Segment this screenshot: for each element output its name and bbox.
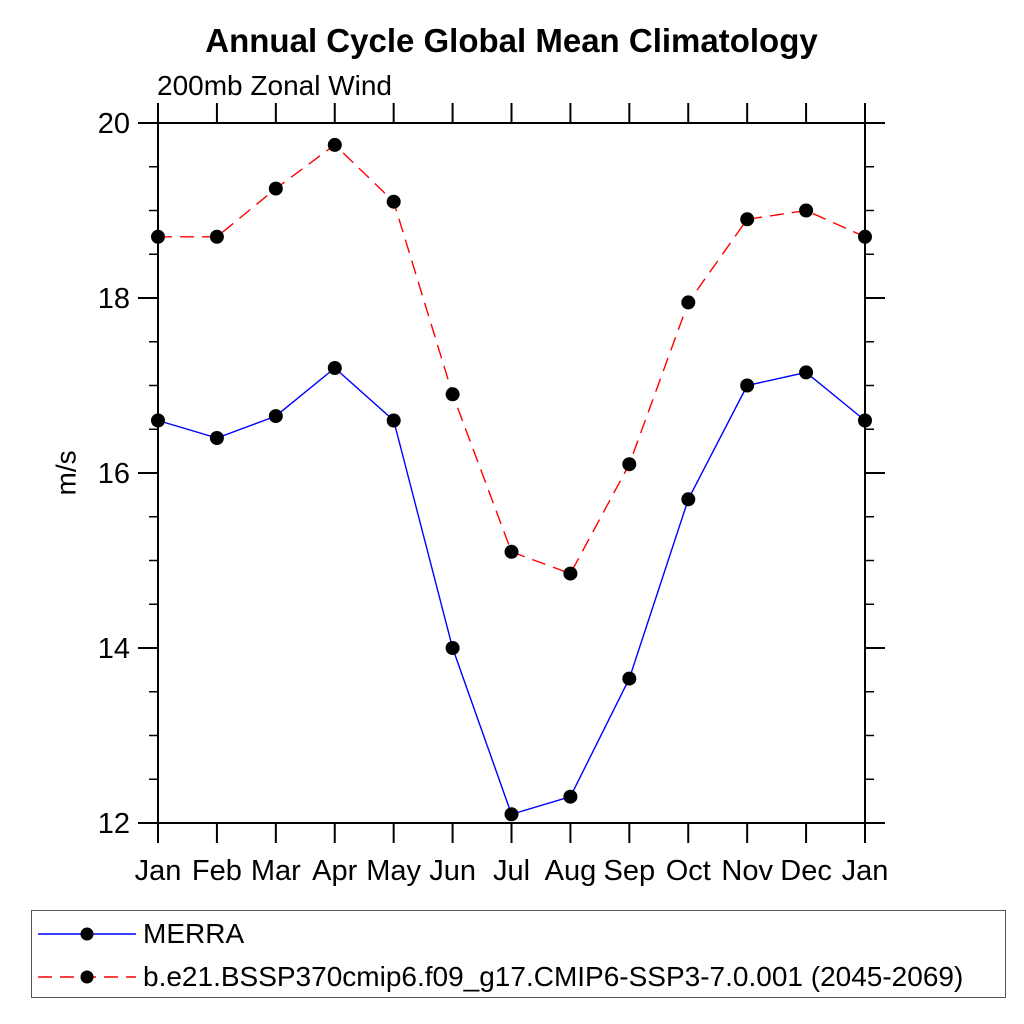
data-point-marker (386, 194, 401, 209)
legend-swatch (38, 927, 136, 940)
x-tick-label: Apr (312, 855, 357, 887)
chart-subtitle: 200mb Zonal Wind (157, 70, 393, 101)
data-point-marker (563, 789, 578, 804)
x-tick-label: Oct (666, 855, 711, 887)
x-tick-label: Feb (192, 855, 242, 887)
legend-marker (80, 927, 94, 940)
y-tick-label: 20 (98, 108, 130, 140)
chart-title: Annual Cycle Global Mean Climatology (205, 22, 818, 59)
y-tick-label: 18 (98, 283, 130, 315)
x-tick-label: Jul (493, 855, 530, 887)
legend-marker (80, 970, 94, 983)
data-point-marker (563, 566, 578, 581)
data-point-marker (504, 544, 519, 559)
data-point-marker (858, 229, 872, 244)
x-tick-label: Mar (251, 855, 301, 887)
x-tick-label: Aug (545, 855, 597, 887)
x-tick-label: Jan (842, 855, 889, 887)
data-point-marker (799, 203, 814, 218)
data-point-marker (327, 361, 342, 375)
legend-item: b.e21.BSSP370cmip6.f09_g17.CMIP6-SSP3-7.… (32, 955, 1005, 998)
data-point-marker (268, 181, 283, 196)
data-point-marker (151, 229, 165, 244)
legend: MERRA b.e21.BSSP370cmip6.f09_g17.CMIP6-SS… (31, 910, 1006, 998)
legend-label: MERRA (143, 917, 245, 949)
data-point-marker (268, 409, 283, 424)
data-point-marker (681, 295, 696, 310)
data-point-marker (386, 413, 401, 428)
data-point-marker (327, 137, 342, 152)
plot-border (157, 122, 866, 824)
data-point-marker (740, 378, 755, 393)
data-point-marker (681, 492, 696, 507)
data-point-marker (799, 365, 814, 380)
series-line-merra (157, 367, 866, 816)
y-tick-label: 16 (98, 458, 130, 490)
data-point-marker (504, 807, 519, 822)
data-point-marker (209, 431, 224, 445)
data-point-marker (622, 671, 637, 686)
x-tick-label: Nov (721, 855, 773, 887)
data-point-marker (445, 387, 460, 402)
x-tick-label: May (366, 855, 421, 887)
y-tick-label: 14 (98, 633, 130, 665)
legend-swatch (38, 970, 136, 983)
x-tick-label: Jan (135, 855, 182, 887)
data-point-marker (740, 212, 755, 227)
x-tick-label: Dec (780, 855, 832, 887)
legend-item: MERRA (32, 912, 1005, 955)
x-tick-label: Sep (604, 855, 656, 887)
y-tick-label: 12 (98, 808, 130, 840)
data-point-marker (622, 457, 637, 472)
data-point-marker (445, 641, 460, 655)
data-point-marker (209, 229, 224, 244)
data-point-marker (858, 413, 872, 428)
data-point-marker (151, 413, 165, 428)
x-tick-label: Jun (429, 855, 476, 887)
series-line-model (158, 143, 866, 575)
legend-label: b.e21.BSSP370cmip6.f09_g17.CMIP6-SSP3-7.… (143, 960, 964, 992)
